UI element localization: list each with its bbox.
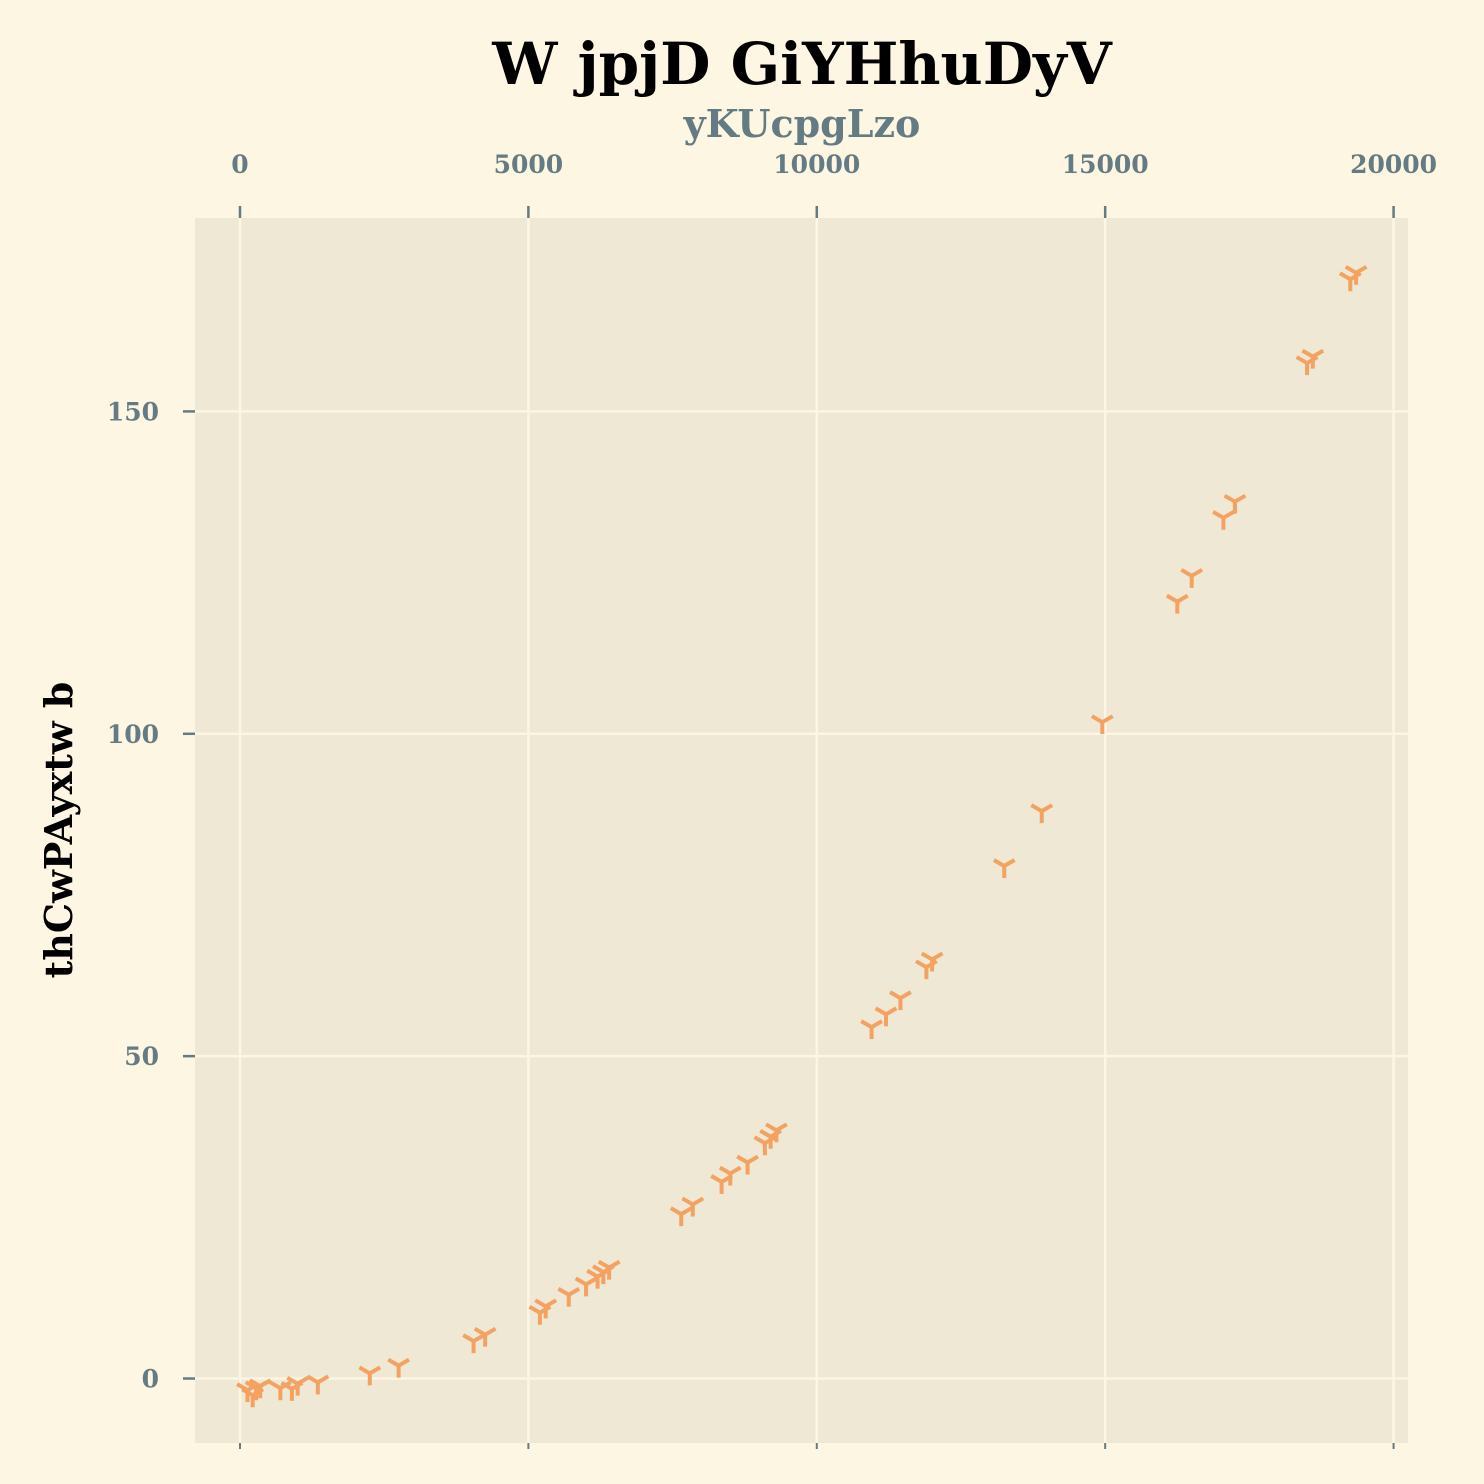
data-point: [1223, 493, 1247, 514]
x-tick-label: 20000: [1350, 150, 1437, 179]
data-point: [1344, 265, 1368, 285]
x-tick-label: 5000: [494, 150, 564, 179]
grid: [195, 218, 1408, 1443]
y-tick-label: 0: [142, 1365, 159, 1394]
y-axis-label: thCwPAyxtw b: [36, 682, 81, 979]
data-point: [557, 1286, 581, 1307]
data-point: [736, 1154, 759, 1175]
x-tick-label: 0: [231, 150, 248, 179]
data-point: [1180, 568, 1204, 588]
y-tick-label: 150: [107, 397, 159, 426]
data-point: [1165, 593, 1189, 614]
data-point: [1212, 510, 1235, 530]
data-point: [889, 990, 912, 1011]
data-point: [920, 951, 944, 972]
data-point: [306, 1374, 330, 1395]
y-tick-label: 50: [124, 1042, 159, 1071]
data-point: [387, 1357, 411, 1378]
x-axis-label: yKUcpgLzo: [683, 101, 921, 146]
data-point: [358, 1365, 382, 1386]
data-point: [681, 1196, 705, 1217]
data-point: [1030, 803, 1054, 824]
data-point: [874, 1006, 898, 1027]
data-point: [574, 1276, 598, 1297]
x-tick-label: 15000: [1062, 150, 1149, 179]
x-tick-label: 10000: [773, 150, 860, 179]
data-point: [1301, 348, 1325, 369]
data-point: [992, 858, 1016, 878]
data-point: [718, 1165, 742, 1186]
data-point: [1090, 714, 1114, 735]
plot-area: [195, 218, 1408, 1443]
data-point: [765, 1122, 788, 1143]
y-tick-label: 100: [107, 720, 159, 749]
data-point: [462, 1333, 485, 1354]
data-point: [669, 1206, 693, 1227]
axes: 0 5000 10000 15000 20000 0 50 100 150: [107, 150, 1437, 1449]
data-point: [248, 1378, 272, 1399]
data-points: [236, 265, 1368, 1408]
data-point: [534, 1298, 558, 1319]
data-point: [286, 1375, 310, 1396]
chart-title: W jpjD GiYHhuDyV: [491, 30, 1112, 98]
data-point: [597, 1259, 621, 1280]
data-point: [473, 1326, 497, 1347]
data-point: [860, 1019, 883, 1040]
